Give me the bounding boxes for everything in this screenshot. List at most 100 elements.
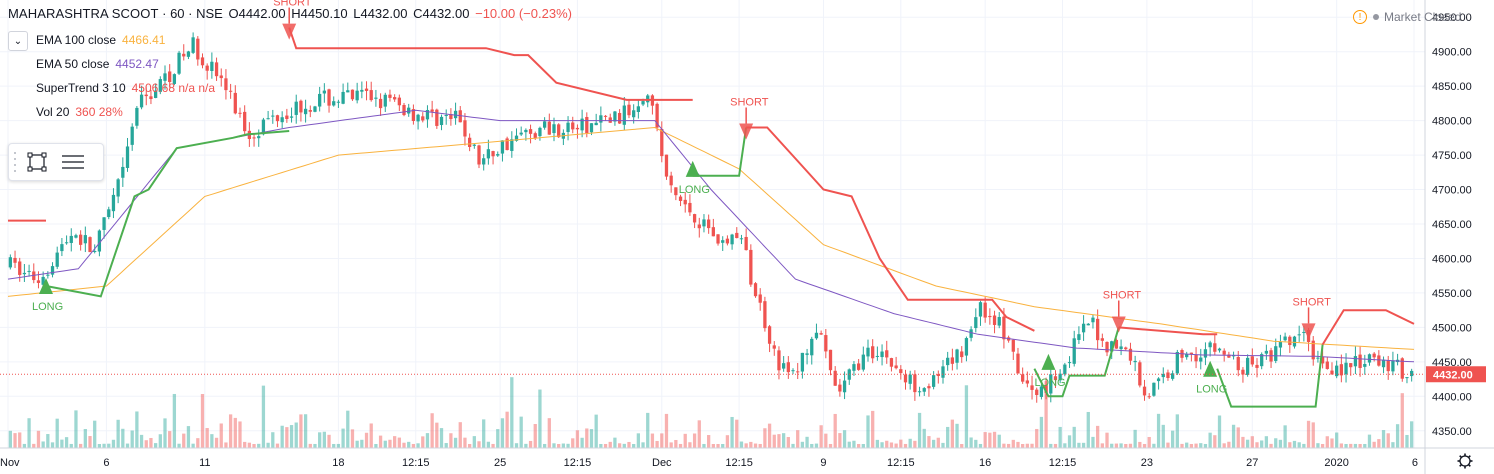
volume-bar bbox=[393, 436, 397, 448]
indicator-supertrend[interactable]: SuperTrend 3 10 4506.68 n/a n/a bbox=[36, 81, 215, 95]
volume-bar bbox=[191, 443, 195, 448]
candle-body bbox=[852, 364, 856, 371]
volume-bar bbox=[463, 437, 467, 448]
volume-bar bbox=[1335, 432, 1339, 448]
price-tick-label: 4550.00 bbox=[1432, 288, 1472, 300]
price-tick-label: 4450.00 bbox=[1432, 357, 1472, 369]
volume-bar bbox=[1288, 442, 1292, 448]
volume-bar bbox=[1320, 443, 1325, 448]
volume-bar bbox=[1086, 411, 1090, 448]
volume-bar bbox=[908, 438, 912, 448]
candle-body bbox=[1058, 373, 1062, 381]
interval-label[interactable]: 60 bbox=[170, 6, 185, 21]
volume-bar bbox=[491, 443, 495, 448]
candle-body bbox=[411, 109, 416, 121]
candle-body bbox=[1035, 389, 1039, 396]
candle-body bbox=[1400, 358, 1404, 379]
market-status[interactable]: ! Market Closed bbox=[1353, 10, 1461, 24]
volume-bar bbox=[1410, 421, 1414, 448]
candle-body bbox=[969, 329, 973, 338]
long-signal-label: LONG bbox=[679, 184, 710, 196]
volume-bar bbox=[510, 377, 514, 448]
volume-bar bbox=[1405, 434, 1409, 448]
supertrend-line bbox=[288, 27, 693, 101]
candle-body bbox=[27, 270, 31, 272]
volume-bar bbox=[1105, 432, 1109, 448]
indicator-ema100[interactable]: EMA 100 close 4466.41 bbox=[36, 33, 165, 47]
candle-body bbox=[913, 374, 917, 393]
volume-bar bbox=[711, 443, 715, 448]
volume-bar bbox=[880, 442, 884, 448]
candle-body bbox=[1208, 342, 1212, 348]
volume-bar bbox=[364, 432, 369, 448]
candle-body bbox=[266, 118, 270, 120]
volume-bar bbox=[791, 443, 795, 448]
volume-bar bbox=[533, 423, 537, 448]
volume-bar bbox=[425, 433, 430, 448]
lines-tool-button[interactable] bbox=[55, 146, 91, 178]
volume-bar bbox=[664, 413, 669, 448]
volume-bar bbox=[228, 414, 233, 448]
candle-body bbox=[327, 89, 331, 106]
volume-bar bbox=[500, 418, 505, 448]
candle-body bbox=[988, 315, 992, 318]
volume-bar bbox=[130, 430, 134, 448]
candle-body bbox=[393, 97, 397, 100]
indicator-label: EMA 100 close bbox=[36, 33, 117, 47]
settings-icon[interactable] bbox=[1459, 455, 1471, 467]
candle-body bbox=[1030, 385, 1034, 390]
volume-bar bbox=[144, 440, 148, 448]
volume-bar bbox=[542, 443, 547, 448]
rectangle-tool-button[interactable] bbox=[19, 146, 55, 178]
volume-bar bbox=[327, 434, 331, 448]
candle-body bbox=[472, 144, 476, 146]
volume-bar bbox=[1222, 443, 1226, 448]
volume-bar bbox=[482, 419, 486, 448]
candle-body bbox=[941, 366, 945, 378]
volume-bar bbox=[1147, 436, 1151, 448]
candle-body bbox=[1217, 348, 1222, 351]
candle-body bbox=[1353, 356, 1358, 367]
candle-body bbox=[425, 109, 430, 120]
volume-bar bbox=[102, 443, 106, 448]
candle-body bbox=[1377, 355, 1381, 366]
time-tick-label: 2020 bbox=[1324, 457, 1348, 469]
volume-bar bbox=[261, 385, 266, 448]
candle-body bbox=[1039, 386, 1044, 397]
volume-bar bbox=[257, 443, 261, 448]
long-signal-arrow bbox=[1041, 353, 1056, 370]
candle-body bbox=[767, 326, 772, 344]
candle-body bbox=[233, 92, 237, 114]
candle-body bbox=[1203, 349, 1208, 358]
candle-body bbox=[721, 240, 725, 243]
volume-bar bbox=[435, 422, 439, 448]
volume-bar bbox=[941, 442, 945, 448]
indicator-ema50[interactable]: EMA 50 close 4452.47 bbox=[36, 57, 159, 71]
candle-body bbox=[22, 272, 27, 275]
candle-body bbox=[299, 100, 303, 113]
collapse-legend-button[interactable]: ⌄ bbox=[8, 31, 28, 51]
volume-bar bbox=[1016, 441, 1020, 448]
time-tick-label: Nov bbox=[0, 457, 20, 469]
candle-body bbox=[955, 349, 959, 363]
drag-handle[interactable] bbox=[11, 150, 19, 174]
last-price-tag bbox=[1426, 366, 1486, 383]
volume-bar bbox=[810, 443, 814, 448]
symbol-name[interactable]: MAHARASHTRA SCOOT bbox=[8, 6, 159, 21]
indicator-volume[interactable]: Vol 20 360 28% bbox=[36, 105, 123, 119]
candle-body bbox=[894, 365, 898, 369]
candle-body bbox=[735, 232, 739, 239]
rectangle-tool-icon bbox=[27, 152, 47, 172]
short-signal-label: SHORT bbox=[1293, 296, 1332, 308]
price-tick-label: 4850.00 bbox=[1432, 81, 1472, 93]
volume-bar bbox=[852, 440, 856, 448]
candle-body bbox=[664, 154, 669, 177]
candle-body bbox=[917, 391, 922, 393]
volume-bar bbox=[1039, 416, 1044, 448]
volume-bar bbox=[1325, 436, 1329, 448]
volume-bar bbox=[641, 442, 645, 448]
candle-body bbox=[758, 294, 762, 303]
volume-bar bbox=[1264, 436, 1269, 448]
volume-bar bbox=[1250, 436, 1254, 448]
